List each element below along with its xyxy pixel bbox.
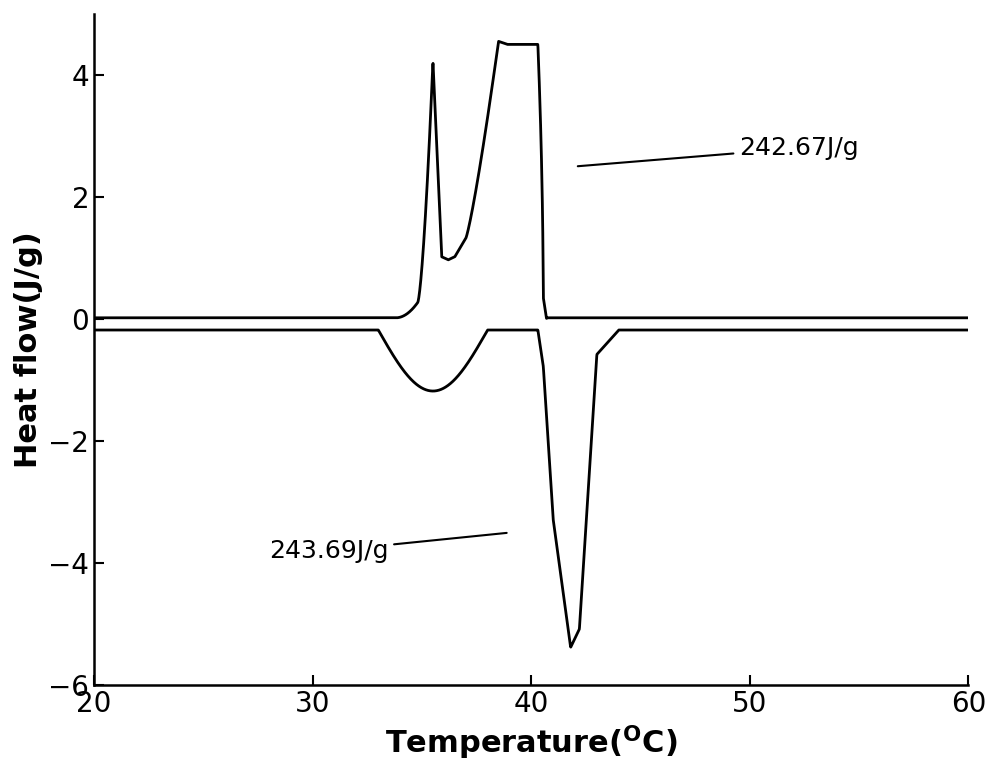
Text: 242.67J/g: 242.67J/g bbox=[578, 136, 859, 166]
Y-axis label: Heat flow(J/g): Heat flow(J/g) bbox=[14, 231, 43, 468]
Text: 243.69J/g: 243.69J/g bbox=[269, 533, 507, 563]
X-axis label: Temperature($\mathregular{^O}$C): Temperature($\mathregular{^O}$C) bbox=[385, 723, 678, 762]
